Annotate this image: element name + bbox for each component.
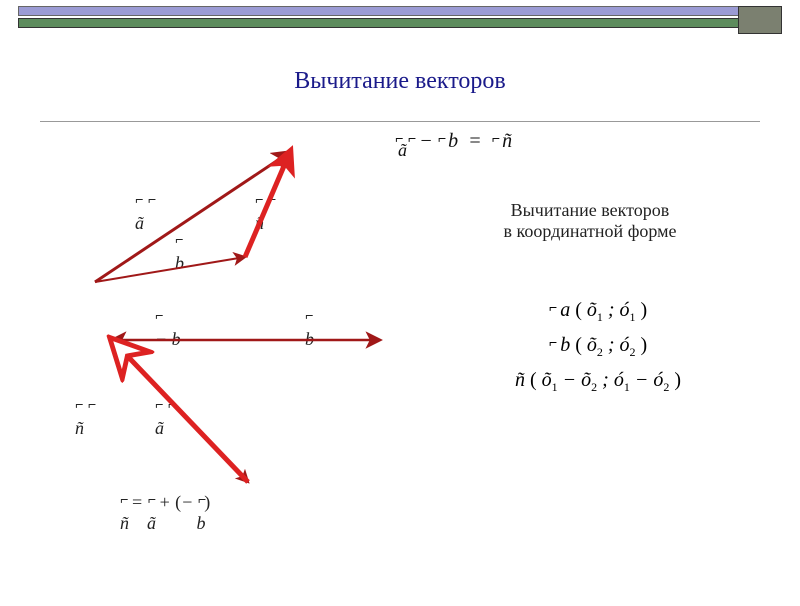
bar-green — [18, 18, 782, 28]
bar-purple — [18, 6, 782, 16]
corner-box — [738, 6, 782, 34]
vector-diagram — [0, 122, 800, 562]
content-area: ⌐ ⌐ − ⌐ b̄̆b = ⌐ ñ ã Вычитание векторов … — [0, 122, 800, 562]
header-bars — [0, 6, 800, 28]
page-title: Вычитание векторов — [0, 68, 800, 95]
vec-n-2 — [114, 342, 248, 482]
vec-b-1 — [95, 257, 245, 282]
